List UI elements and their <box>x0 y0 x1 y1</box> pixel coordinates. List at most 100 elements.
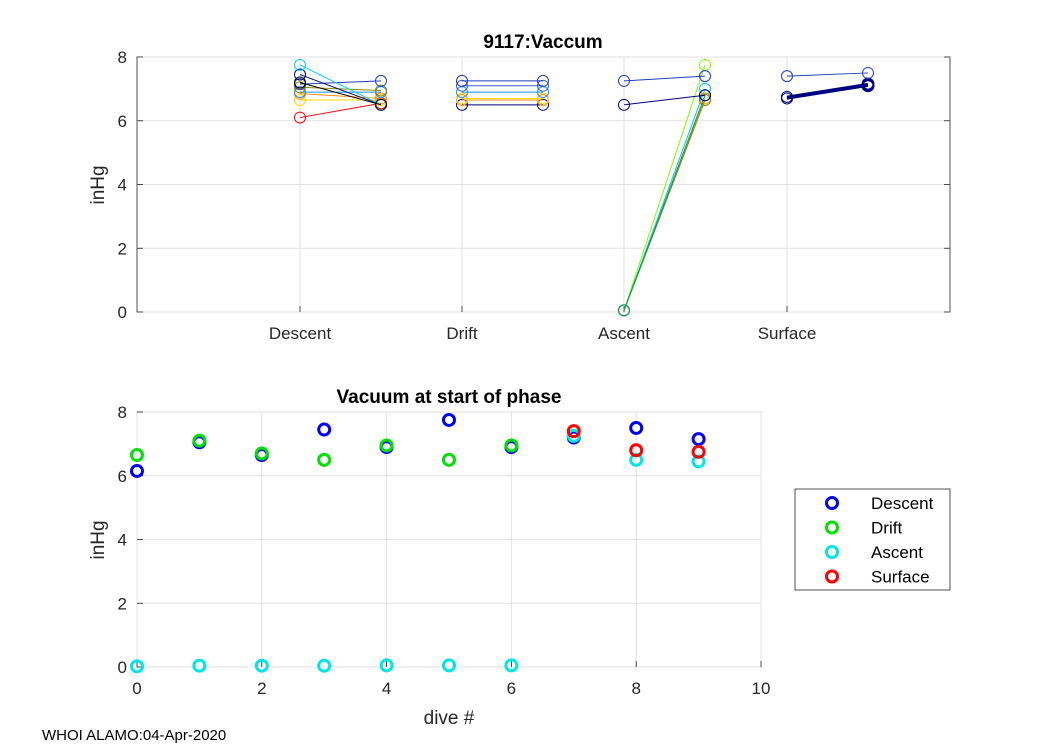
footer-label: WHOI ALAMO:04-Apr-2020 <box>42 727 227 744</box>
top-y-tick-label: 2 <box>118 239 127 258</box>
top-chart-title: 9117:Vaccum <box>483 32 602 53</box>
segment-descent <box>294 81 387 97</box>
segment-start-marker <box>294 76 306 89</box>
segment-ascent <box>618 70 711 87</box>
point-drift <box>130 448 144 463</box>
point-ascent <box>130 659 144 674</box>
point-drift <box>254 446 269 461</box>
point-surface <box>691 444 706 459</box>
point-ascent <box>504 658 519 673</box>
segment-line <box>299 80 382 85</box>
segment-start-marker <box>456 79 468 92</box>
segment-end-marker <box>375 98 387 111</box>
segment-start-marker <box>294 81 306 94</box>
vacuum-start-scatter-chart: 0 2 4 6 8 0 2 4 6 8 10 Vacuum at start of phase in… <box>88 387 770 729</box>
point-drift <box>504 438 519 453</box>
legend-item-surface: Surface <box>825 568 930 587</box>
bottom-x-axis-label: dive # <box>424 708 475 729</box>
legend-marker <box>825 569 839 584</box>
segment-end-marker <box>375 92 387 105</box>
legend-item-drift: Drift <box>825 519 902 538</box>
bottom-chart-title: Vacuum at start of phase <box>337 387 562 408</box>
top-y-tick-label: 8 <box>118 48 127 67</box>
point-ascent <box>442 658 456 673</box>
bottom-y-tick-label: 2 <box>118 594 127 613</box>
segment-line <box>786 82 869 99</box>
segment-line <box>786 72 869 77</box>
point-descent <box>442 412 456 427</box>
segment-line <box>623 75 706 82</box>
segment-line <box>786 84 869 100</box>
top-x-tick-label-descent: Descent <box>269 324 332 343</box>
point-ascent <box>254 658 269 673</box>
segment-end-marker <box>537 74 549 87</box>
point-descent <box>130 463 144 478</box>
point-drift <box>192 433 207 448</box>
bottom-x-tick-label: 8 <box>631 679 640 698</box>
point-drift <box>379 438 394 453</box>
top-y-axis-label: inHg <box>88 165 109 204</box>
point-descent <box>629 420 644 435</box>
segment-line <box>299 64 382 106</box>
segment-start-marker <box>456 92 468 105</box>
bottom-x-tick-label: 4 <box>382 679 391 698</box>
segment-start-marker <box>618 304 630 317</box>
point-ascent <box>566 428 581 443</box>
segment-start-marker <box>456 98 468 111</box>
legend-label: Ascent <box>871 543 923 562</box>
series-surface <box>566 424 706 459</box>
segment-start-marker <box>294 111 306 124</box>
segment-line <box>623 94 706 106</box>
segment-end-marker <box>537 98 549 111</box>
legend-item-ascent: Ascent <box>825 543 923 562</box>
segment-surface <box>781 66 874 83</box>
segment-start-marker <box>456 74 468 87</box>
segment-end-marker <box>537 92 549 105</box>
segment-end-marker <box>375 74 387 87</box>
point-ascent <box>317 658 332 673</box>
segment-end-marker <box>375 84 387 97</box>
bottom-y-tick-label: 0 <box>118 658 127 677</box>
bottom-y-axis-label: inHg <box>88 520 109 559</box>
top-y-tick-label: 0 <box>118 303 127 322</box>
bottom-x-tick-label: 0 <box>132 679 141 698</box>
segment-end-marker <box>699 70 711 83</box>
point-drift <box>317 452 332 467</box>
top-x-tick-label-ascent: Ascent <box>598 324 650 343</box>
bottom-x-tick-label: 6 <box>507 679 516 698</box>
segment-end-marker <box>537 79 549 92</box>
series-drift <box>130 433 519 467</box>
segment-ascent <box>618 89 711 111</box>
segment-surface <box>781 79 875 105</box>
legend-label: Drift <box>871 519 902 538</box>
point-descent <box>317 422 332 437</box>
segment-drift <box>456 92 549 105</box>
point-drift <box>442 452 456 467</box>
segment-line <box>299 82 382 106</box>
segment-end-marker <box>862 66 874 79</box>
vacuum-phase-chart: 0 2 4 6 8 Descent Drift Ascent Surface 9117:Vacc… <box>88 32 951 343</box>
segment-start-marker <box>294 94 306 107</box>
legend: Descent Drift Ascent Surface <box>794 488 951 591</box>
segment-start-marker <box>294 86 306 99</box>
segment-start-marker <box>294 58 306 71</box>
segment-start-marker <box>294 68 306 81</box>
segment-descent <box>294 76 387 111</box>
legend-label: Descent <box>871 494 934 513</box>
bottom-y-tick-label: 6 <box>118 467 127 486</box>
segment-end-marker <box>699 89 711 102</box>
legend-marker <box>825 545 839 559</box>
legend-marker <box>825 496 839 510</box>
bottom-y-tick-label: 8 <box>118 403 127 422</box>
segment-line <box>623 95 706 311</box>
point-ascent <box>192 658 207 673</box>
series-ascent <box>130 428 706 674</box>
bottom-y-tick-label: 4 <box>118 531 127 550</box>
legend-label: Surface <box>871 568 930 587</box>
segment-drift <box>456 98 549 111</box>
segment-end-marker <box>699 94 711 107</box>
point-surface <box>629 443 644 458</box>
legend-item-descent: Descent <box>825 494 934 513</box>
point-surface <box>566 424 581 439</box>
